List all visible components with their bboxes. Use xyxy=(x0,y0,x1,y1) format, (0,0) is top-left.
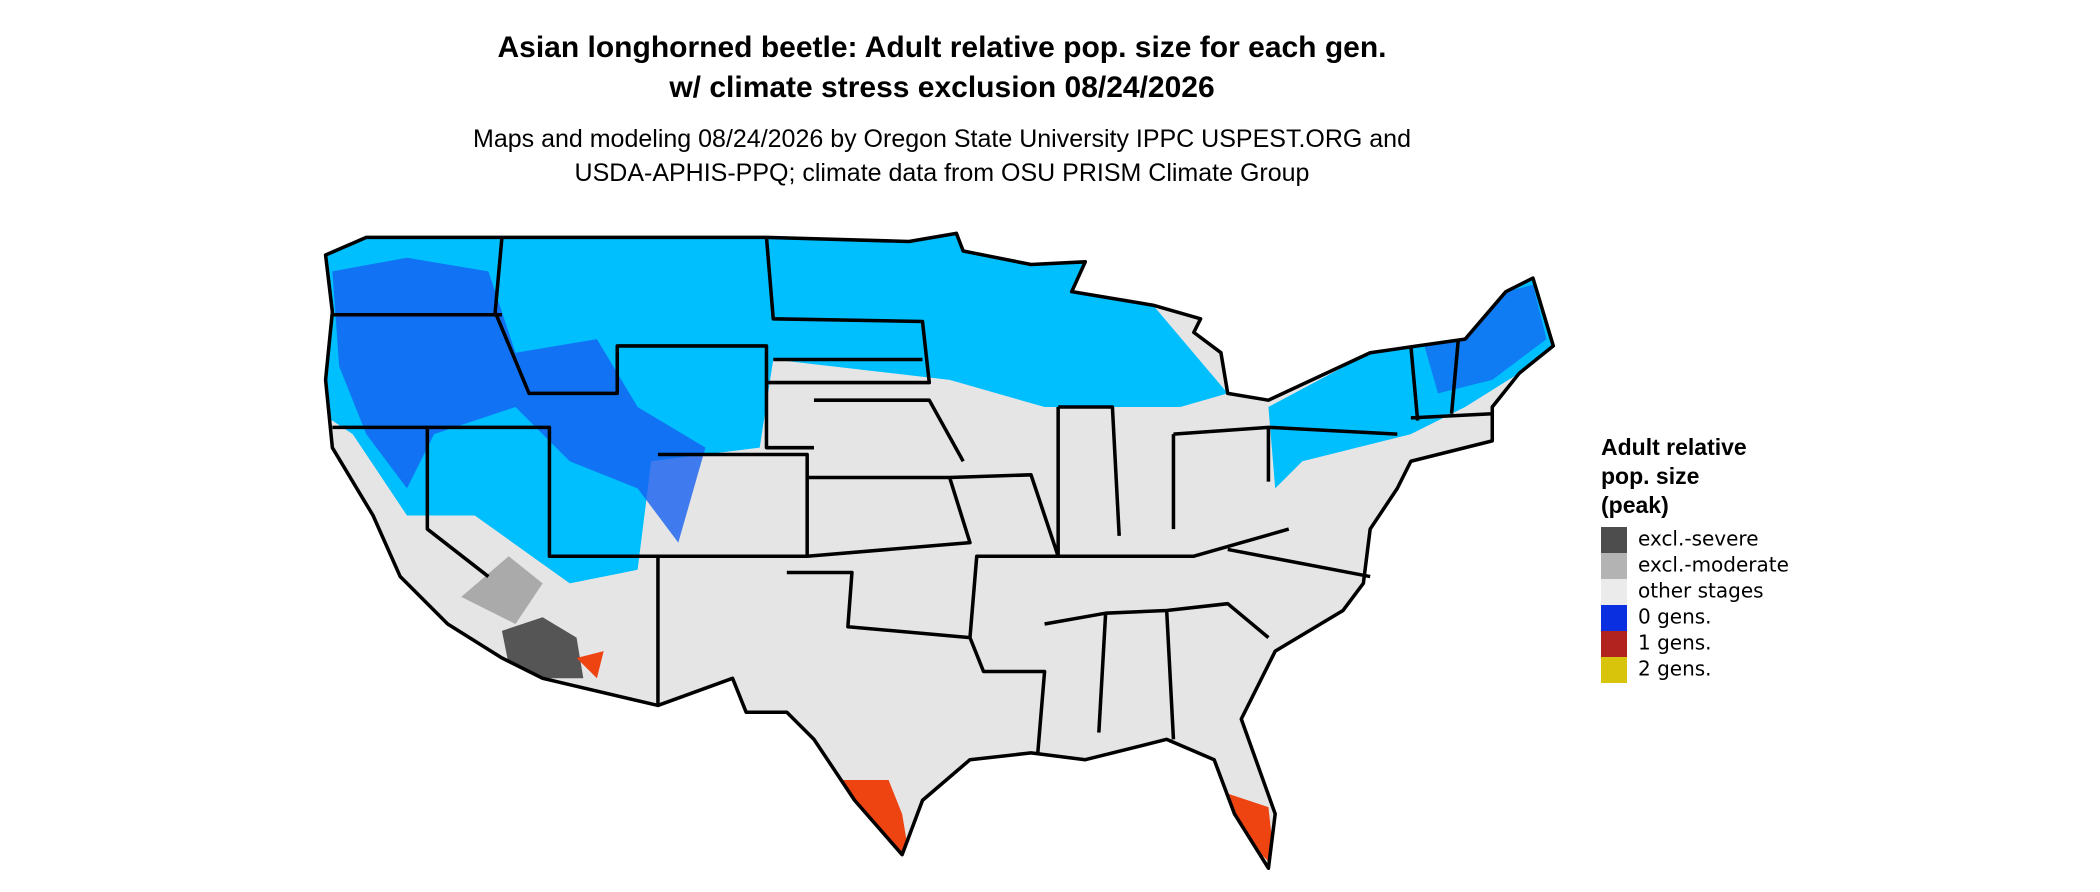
legend-label: excl.-severe xyxy=(1638,527,1759,551)
mountain-region xyxy=(1424,284,1547,394)
legend-swatch xyxy=(1601,553,1627,579)
legend-label: 1 gens. xyxy=(1638,631,1712,655)
warm-area xyxy=(841,780,909,855)
legend: Adult relative pop. size (peak) excl.-se… xyxy=(1601,434,1789,683)
legend-label: other stages xyxy=(1638,579,1764,603)
map xyxy=(323,231,1556,870)
legend-swatch xyxy=(1601,579,1627,605)
warm-area xyxy=(576,651,604,679)
legend-title: (peak) xyxy=(1601,492,1669,518)
title: w/ climate stress exclusion 08/24/2026 xyxy=(668,71,1214,104)
mountain-region xyxy=(332,257,706,543)
excluded-area xyxy=(461,556,543,625)
legend-swatch xyxy=(1601,657,1627,683)
legend-title: Adult relative xyxy=(1601,434,1747,460)
legend-label: 0 gens. xyxy=(1638,605,1712,629)
legend-label: excl.-moderate xyxy=(1638,553,1789,577)
title: Asian longhorned beetle: Adult relative … xyxy=(497,31,1386,64)
excluded-area xyxy=(501,617,584,679)
state-lines xyxy=(332,237,1493,754)
legend-title: pop. size xyxy=(1601,463,1699,489)
legend-swatch xyxy=(1601,527,1627,553)
legend-swatch xyxy=(1601,631,1627,657)
warm-area xyxy=(1227,793,1276,869)
subtitle: Maps and modeling 08/24/2026 by Oregon S… xyxy=(473,125,1411,153)
subtitle: USDA-APHIS-PPQ; climate data from OSU PR… xyxy=(575,159,1310,187)
cold-region xyxy=(325,233,1228,584)
legend-label: 2 gens. xyxy=(1638,657,1712,681)
legend-swatch xyxy=(1601,605,1627,631)
